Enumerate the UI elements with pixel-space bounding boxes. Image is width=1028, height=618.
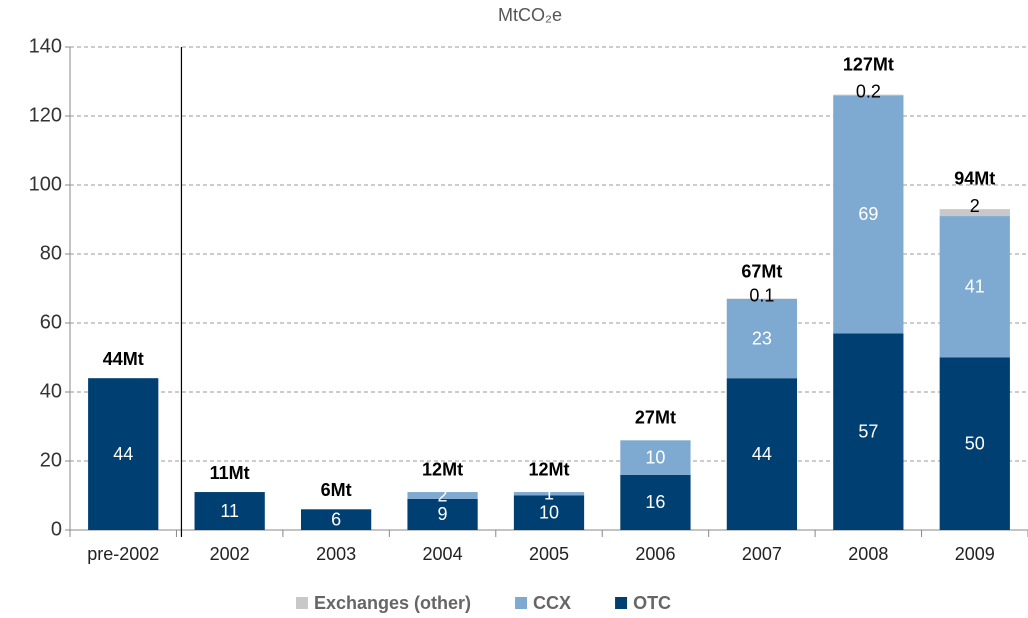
data-label: 23 bbox=[752, 328, 772, 348]
x-tick-label: 2004 bbox=[423, 544, 463, 564]
bar-segment bbox=[513, 492, 585, 496]
y-tick-label: 120 bbox=[29, 104, 62, 126]
data-label: 0.2 bbox=[856, 81, 881, 101]
bar-segment bbox=[833, 95, 904, 334]
x-tick-label: 2007 bbox=[742, 544, 782, 564]
total-label: 127Mt bbox=[843, 55, 894, 75]
total-label: 12Mt bbox=[422, 459, 463, 479]
legend-swatch bbox=[296, 597, 308, 609]
bar-segment bbox=[939, 216, 1010, 358]
y-tick-label: 0 bbox=[51, 518, 62, 540]
bar-segment bbox=[407, 498, 478, 530]
total-label: 12Mt bbox=[528, 459, 569, 479]
total-label: 6Mt bbox=[321, 480, 352, 500]
data-label: 41 bbox=[965, 277, 985, 297]
bar-segment bbox=[300, 509, 372, 530]
bar-segment bbox=[726, 298, 798, 379]
data-label: 9 bbox=[438, 504, 448, 524]
y-tick-label: 20 bbox=[40, 449, 62, 471]
bar-segment bbox=[620, 474, 691, 530]
bar-segment bbox=[833, 94, 904, 96]
bar-segment bbox=[939, 357, 1010, 530]
data-label: 44 bbox=[113, 444, 133, 464]
total-label: 94Mt bbox=[954, 168, 995, 188]
legend-swatch bbox=[515, 597, 528, 609]
y-tick-label: 140 bbox=[29, 35, 62, 57]
bar-segment bbox=[620, 440, 691, 475]
x-tick-label: 2009 bbox=[955, 544, 995, 564]
total-label: 27Mt bbox=[635, 408, 676, 428]
x-tick-label: 2002 bbox=[210, 544, 250, 564]
bar-segment bbox=[939, 209, 1010, 217]
data-label: 2 bbox=[438, 485, 448, 505]
data-label: 50 bbox=[965, 434, 985, 454]
data-label: 6 bbox=[331, 509, 341, 529]
y-tick-label: 80 bbox=[40, 242, 62, 264]
bar-segment bbox=[407, 492, 478, 499]
total-label: 11Mt bbox=[210, 463, 250, 483]
y-tick-label: 100 bbox=[29, 173, 62, 195]
y-tick-label: 40 bbox=[40, 380, 62, 402]
legend-label: Exchanges (other) bbox=[314, 593, 471, 613]
bar-segment bbox=[194, 492, 265, 530]
data-label: 57 bbox=[858, 421, 878, 441]
y-tick-label: 60 bbox=[40, 311, 62, 333]
bar-segment bbox=[513, 495, 585, 530]
y-axis-title: MtCO₂e bbox=[498, 5, 562, 25]
legend-swatch bbox=[615, 597, 628, 609]
data-label: 11 bbox=[220, 501, 239, 521]
bar-segment bbox=[833, 333, 904, 530]
data-label: 0.1 bbox=[749, 285, 774, 305]
data-label: 1 bbox=[544, 484, 554, 504]
legend-label: OTC bbox=[633, 593, 671, 613]
bar-segment bbox=[88, 378, 159, 530]
bar-segment bbox=[726, 378, 798, 530]
x-tick-label: pre-2002 bbox=[87, 544, 159, 564]
data-label: 69 bbox=[858, 204, 878, 224]
data-label: 2 bbox=[970, 196, 980, 216]
total-label: 44Mt bbox=[103, 349, 144, 369]
x-tick-label: 2008 bbox=[848, 544, 888, 564]
data-label: 16 bbox=[645, 492, 665, 512]
total-label: 67Mt bbox=[741, 262, 782, 282]
x-tick-label: 2006 bbox=[635, 544, 675, 564]
legend-label: CCX bbox=[533, 593, 571, 613]
data-label: 44 bbox=[752, 444, 772, 464]
x-tick-label: 2005 bbox=[529, 544, 569, 564]
data-label: 10 bbox=[539, 503, 559, 523]
data-label: 10 bbox=[645, 447, 665, 467]
x-tick-label: 2003 bbox=[316, 544, 356, 564]
